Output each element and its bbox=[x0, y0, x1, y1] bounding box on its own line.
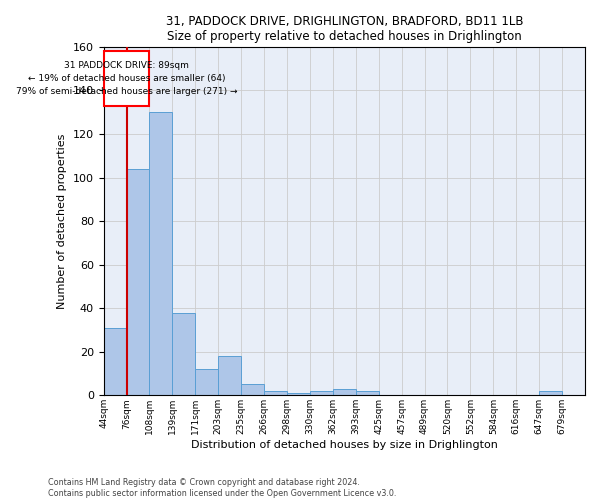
Bar bbox=[539, 391, 562, 396]
FancyBboxPatch shape bbox=[104, 52, 149, 106]
Bar bbox=[196, 369, 218, 396]
Bar bbox=[287, 393, 310, 396]
Bar bbox=[127, 169, 149, 396]
Bar bbox=[310, 391, 333, 396]
Bar bbox=[264, 391, 287, 396]
Text: 31 PADDOCK DRIVE: 89sqm
← 19% of detached houses are smaller (64)
79% of semi-de: 31 PADDOCK DRIVE: 89sqm ← 19% of detache… bbox=[16, 61, 237, 96]
Bar bbox=[333, 389, 356, 396]
Y-axis label: Number of detached properties: Number of detached properties bbox=[57, 134, 67, 309]
Bar bbox=[104, 328, 127, 396]
Bar bbox=[241, 384, 264, 396]
Bar bbox=[149, 112, 172, 396]
Bar bbox=[356, 391, 379, 396]
Bar bbox=[172, 312, 196, 396]
X-axis label: Distribution of detached houses by size in Drighlington: Distribution of detached houses by size … bbox=[191, 440, 498, 450]
Text: Contains HM Land Registry data © Crown copyright and database right 2024.
Contai: Contains HM Land Registry data © Crown c… bbox=[48, 478, 397, 498]
Title: 31, PADDOCK DRIVE, DRIGHLINGTON, BRADFORD, BD11 1LB
Size of property relative to: 31, PADDOCK DRIVE, DRIGHLINGTON, BRADFOR… bbox=[166, 15, 523, 43]
Bar bbox=[218, 356, 241, 396]
